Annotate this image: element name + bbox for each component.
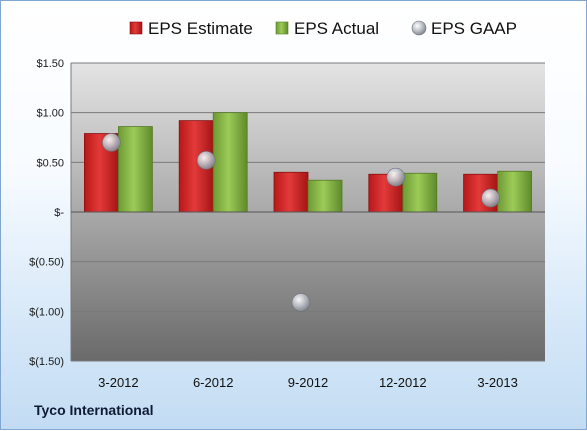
legend-label-eps-actual: EPS Actual (294, 19, 379, 38)
gaap-point (102, 133, 121, 152)
bar-eps-estimate (273, 171, 309, 213)
legend-label-eps-estimate: EPS Estimate (148, 19, 253, 38)
legend-swatch-eps-estimate (129, 21, 143, 35)
y-tick-label: $1.50 (36, 58, 64, 70)
x-tick-label: 6-2012 (193, 375, 233, 390)
legend-swatch-eps-actual (275, 21, 289, 35)
gaap-point (291, 293, 311, 312)
bar-eps-actual (118, 126, 153, 213)
bar-eps-actual (497, 170, 533, 213)
y-tick-label: $(1.50) (29, 356, 64, 368)
y-tick-label: $(1.00) (29, 306, 64, 318)
bar-eps-actual (402, 172, 438, 213)
bar-eps-actual (212, 112, 248, 213)
x-tick-label: 3-2012 (98, 375, 138, 390)
company-name: Tyco International (34, 402, 154, 418)
y-tick-label: $1.00 (36, 108, 64, 120)
x-tick-label: 3-2013 (477, 375, 517, 390)
gaap-point (481, 188, 500, 208)
bar-eps-actual (307, 179, 343, 213)
gaap-point (386, 167, 406, 187)
x-tick-label: 9-2012 (288, 375, 328, 390)
gaap-point (196, 151, 216, 170)
x-tick-label: 12-2012 (379, 375, 427, 390)
legend-label-eps-gaap: EPS GAAP (431, 19, 517, 38)
y-tick-label: $- (54, 207, 64, 219)
y-tick-label: $0.50 (36, 157, 64, 169)
y-tick-label: $(0.50) (29, 257, 64, 269)
legend-swatch-eps-gaap (411, 20, 427, 36)
